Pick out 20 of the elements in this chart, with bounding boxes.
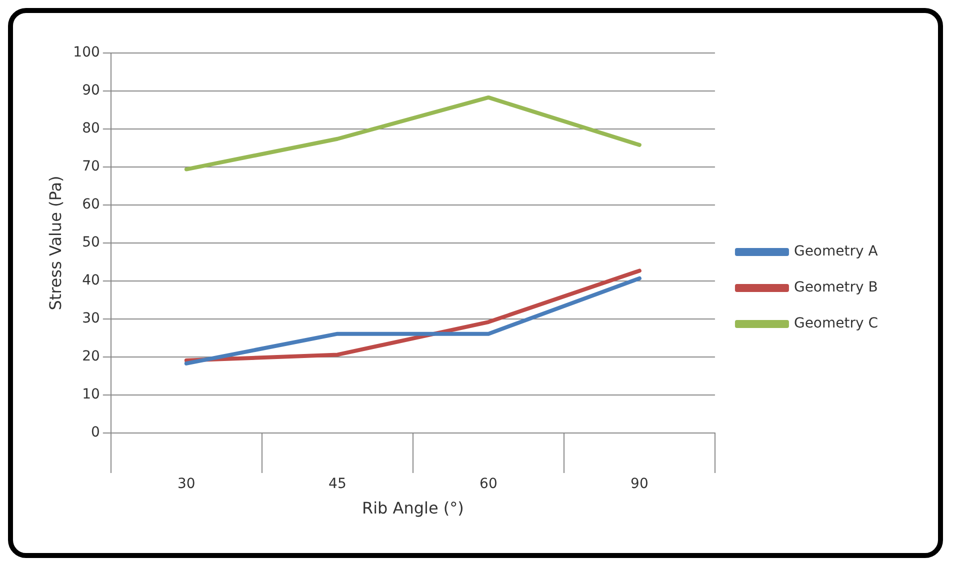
y-tick-label: 0 <box>91 424 100 441</box>
y-axis-title: Stress Value (Pa) <box>46 176 65 310</box>
y-tick-label: 50 <box>82 234 100 251</box>
legend-label: Geometry C <box>794 316 878 332</box>
x-tick-label: 30 <box>178 476 196 492</box>
y-tick-label: 70 <box>82 158 100 175</box>
y-tick-label: 60 <box>82 196 100 213</box>
y-tick-label: 30 <box>82 310 100 327</box>
legend-label: Geometry A <box>794 244 878 260</box>
x-tick-label: 90 <box>630 476 648 492</box>
x-tick-label: 45 <box>328 476 346 492</box>
y-tick-label: 10 <box>82 386 100 403</box>
y-tick-label: 100 <box>73 44 100 61</box>
y-tick-label: 40 <box>82 272 100 289</box>
y-tick-label: 80 <box>82 120 100 137</box>
y-tick-label: 90 <box>82 82 100 99</box>
x-tick-label: 60 <box>480 476 498 492</box>
legend-label: Geometry B <box>794 280 878 296</box>
y-tick-label: 20 <box>82 348 100 365</box>
x-axis-title: Rib Angle (°) <box>362 498 464 518</box>
